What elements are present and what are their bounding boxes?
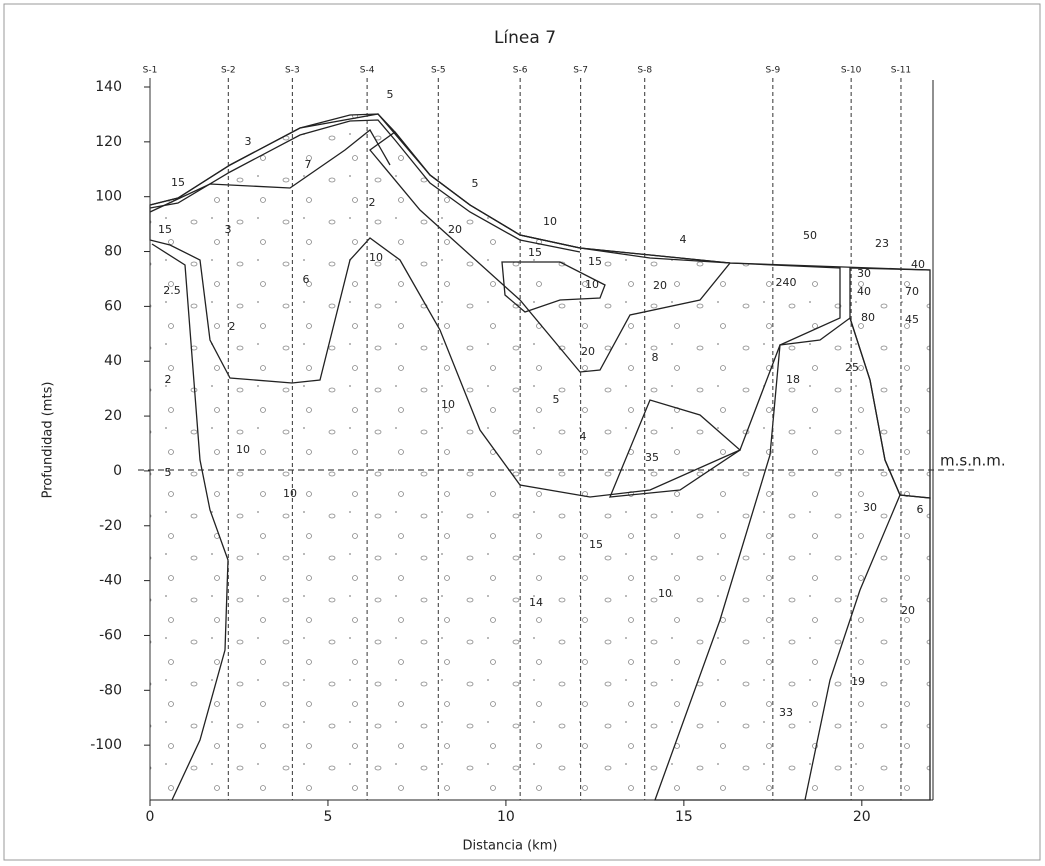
y-tick-label: 40 (104, 353, 122, 369)
x-axis-label: Distancia (km) (463, 839, 558, 854)
annotation: 14 (529, 596, 543, 609)
y-tick-label: -60 (99, 627, 122, 643)
annotation: 15 (589, 538, 603, 551)
x-tick-label: 5 (323, 809, 332, 825)
annotation: 15 (588, 255, 602, 268)
annotation: 23 (875, 237, 889, 250)
station-label: S-4 (360, 66, 375, 76)
x-tick-label: 0 (146, 809, 155, 825)
annotation: 30 (863, 501, 877, 514)
annotation: 3 (225, 223, 232, 236)
y-tick-label: 0 (113, 463, 122, 479)
station-label: S-8 (637, 66, 652, 76)
annotation: 2 (165, 373, 172, 386)
annotation: 15 (528, 246, 542, 259)
annotation: 20 (448, 223, 462, 236)
annotation: 5 (387, 88, 394, 101)
station-label: S-6 (513, 66, 528, 76)
annotation: 3 (245, 135, 252, 148)
annotation: 25 (845, 361, 859, 374)
y-tick-label: -80 (99, 682, 122, 698)
y-tick-label: -40 (99, 573, 122, 589)
station-label: S-1 (143, 66, 158, 76)
x-tick-label: 10 (497, 809, 515, 825)
annotation: 4 (580, 430, 587, 443)
y-tick-label: 20 (104, 408, 122, 424)
annotation: 6 (917, 503, 924, 516)
annotation: 4 (680, 233, 687, 246)
annotation: 15 (158, 223, 172, 236)
station-label: S-9 (765, 66, 780, 76)
station-label: S-5 (431, 66, 446, 76)
station-label: S-3 (285, 66, 300, 76)
annotation: 10 (585, 278, 599, 291)
annotation: 10 (283, 487, 297, 500)
y-axis-label: Profundidad (mts) (41, 382, 56, 499)
annotation: 80 (861, 311, 875, 324)
station-label: S-10 (841, 66, 862, 76)
annotation: 20 (653, 279, 667, 292)
annotation: 40 (911, 258, 925, 271)
y-tick-label: 60 (104, 298, 122, 314)
title: Línea 7 (494, 28, 556, 48)
annotation: 20 (581, 345, 595, 358)
annotation: 2 (229, 320, 236, 333)
annotation: 5 (553, 393, 560, 406)
annotation: 70 (905, 285, 919, 298)
x-tick-label: 15 (675, 809, 693, 825)
station-label: S-7 (573, 66, 588, 76)
x-tick-label: 20 (853, 809, 871, 825)
annotation: 45 (905, 313, 919, 326)
cross-section: Línea 7 Profundidad (mts) Distancia (km)… (0, 0, 1045, 866)
annotation: 10 (543, 215, 557, 228)
y-tick-label: 80 (104, 244, 122, 260)
annotation: 15 (171, 176, 185, 189)
geology (150, 114, 930, 800)
annotation: 40 (857, 285, 871, 298)
annotation: 7 (305, 158, 312, 171)
annotation: 20 (901, 604, 915, 617)
station-label: S-2 (221, 66, 236, 76)
annotation: 5 (165, 466, 172, 479)
annotation: 19 (851, 675, 865, 688)
annotation: 6 (303, 273, 310, 286)
y-tick-label: -100 (90, 737, 122, 753)
annotation: 10 (369, 251, 383, 264)
annotation: 2 (369, 196, 376, 209)
y-tick-label: 120 (95, 134, 122, 150)
annotation: 50 (803, 229, 817, 242)
annotation: 10 (441, 398, 455, 411)
y-tick-label: 100 (95, 189, 122, 205)
annotation: 30 (857, 267, 871, 280)
annotation: 33 (779, 706, 793, 719)
annotation: 240 (776, 276, 797, 289)
annotation: 10 (236, 443, 250, 456)
annotation: 18 (786, 373, 800, 386)
y-tick-label: 140 (95, 79, 122, 95)
annotation: 10 (658, 587, 672, 600)
datum-label: m.s.n.m. (940, 452, 1006, 470)
y-tick-label: -20 (99, 518, 122, 534)
annotation: 5 (472, 177, 479, 190)
station-label: S-11 (891, 66, 911, 76)
annotation: 2.5 (163, 284, 181, 297)
annotation: 35 (645, 451, 659, 464)
annotation: 8 (652, 351, 659, 364)
